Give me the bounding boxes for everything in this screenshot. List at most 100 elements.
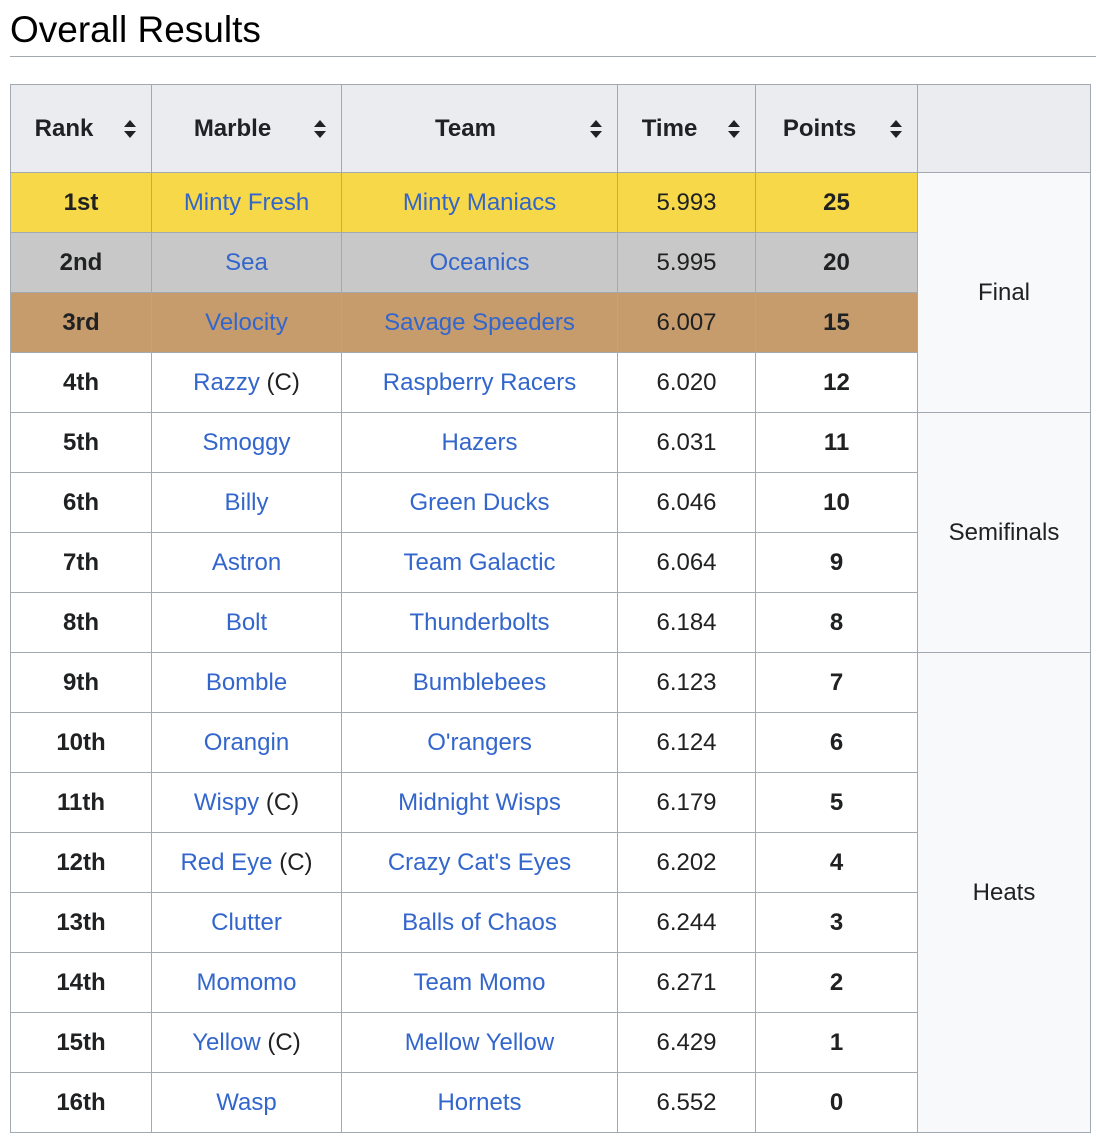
table-row: 16th Wasp Hornets 6.552 0 [10,1072,1091,1133]
time-cell: 6.271 [617,952,756,1013]
marble-cell: Bomble [151,652,342,713]
time-cell: 6.179 [617,772,756,833]
points-cell: 25 [755,172,918,233]
team-cell: Mellow Yellow [341,1012,618,1073]
team-cell: Raspberry Racers [341,352,618,413]
team-link[interactable]: Balls of Chaos [402,908,557,936]
time-cell: 6.123 [617,652,756,713]
marble-link[interactable]: Bomble [205,668,288,696]
sort-both-icon[interactable] [123,119,137,139]
team-cell: Crazy Cat's Eyes [341,832,618,893]
time-column-header[interactable]: Time [617,84,756,173]
points-cell: 10 [755,472,918,533]
marble-link[interactable]: Sea [225,248,268,276]
time-cell: 6.429 [617,1012,756,1073]
marble-link[interactable]: Momomo [196,968,297,996]
points-header-label: Points [782,114,857,142]
time-cell: 5.993 [617,172,756,233]
time-cell: 6.244 [617,892,756,953]
sort-both-icon[interactable] [727,119,741,139]
table-row: 2nd Sea Oceanics 5.995 20 [10,232,1091,293]
table-row: 13th Clutter Balls of Chaos 6.244 3 [10,892,1091,953]
marble-link[interactable]: Orangin [203,728,290,756]
rank-cell: 15th [10,1012,152,1073]
team-link[interactable]: O'rangers [427,728,532,756]
team-link[interactable]: Savage Speeders [384,308,575,336]
team-link[interactable]: Bumblebees [412,668,547,696]
team-cell: Minty Maniacs [341,172,618,233]
points-cell: 3 [755,892,918,953]
table-row: 4th Razzy (C) Raspberry Racers 6.020 12 [10,352,1091,413]
rank-cell: 6th [10,472,152,533]
team-cell: Midnight Wisps [341,772,618,833]
marble-cell: Razzy (C) [151,352,342,413]
rank-column-header[interactable]: Rank [10,84,152,173]
marble-column-header[interactable]: Marble [151,84,342,173]
time-cell: 6.046 [617,472,756,533]
results-table: Rank Marble Team Time Points 1st Minty Fr… [10,84,1091,1133]
marble-link[interactable]: Yellow [192,1028,261,1056]
table-row: 14th Momomo Team Momo 6.271 2 [10,952,1091,1013]
rank-cell: 12th [10,832,152,893]
rank-cell: 4th [10,352,152,413]
team-link[interactable]: Mellow Yellow [404,1028,555,1056]
marble-link[interactable]: Razzy [193,368,260,396]
marble-link[interactable]: Velocity [205,308,288,336]
team-cell: Thunderbolts [341,592,618,653]
points-column-header[interactable]: Points [755,84,918,173]
team-cell: Balls of Chaos [341,892,618,953]
team-link[interactable]: Raspberry Racers [382,368,577,396]
team-link[interactable]: Thunderbolts [409,608,550,636]
rank-cell: 16th [10,1072,152,1133]
rank-cell: 9th [10,652,152,713]
team-cell: Bumblebees [341,652,618,713]
marble-link[interactable]: Bolt [225,608,268,636]
sort-both-icon[interactable] [589,119,603,139]
marble-link[interactable]: Red Eye [180,848,273,876]
team-cell: Hazers [341,412,618,473]
rank-cell: 3rd [10,292,152,353]
team-link[interactable]: Minty Maniacs [402,188,557,216]
results-table-body: 1st Minty Fresh Minty Maniacs 5.993 25 Final 2… [10,172,1091,1133]
time-cell: 6.007 [617,292,756,353]
marble-link[interactable]: Minty Fresh [183,188,310,216]
time-cell: 6.202 [617,832,756,893]
team-link[interactable]: Team Momo [413,968,546,996]
stage-label-cell: Semifinals [917,412,1091,653]
marble-link[interactable]: Astron [211,548,282,576]
table-row: 9th Bomble Bumblebees 6.123 7 Heats [10,652,1091,1133]
team-link[interactable]: Crazy Cat's Eyes [387,848,572,876]
points-cell: 7 [755,652,918,713]
captain-marker: (C) [279,848,313,876]
points-cell: 9 [755,532,918,593]
marble-link[interactable]: Clutter [211,908,282,936]
marble-link[interactable]: Wispy [193,788,260,816]
rank-header-label: Rank [34,114,94,142]
table-row: 3rd Velocity Savage Speeders 6.007 15 [10,292,1091,353]
rank-cell: 10th [10,712,152,773]
team-link[interactable]: Oceanics [429,248,530,276]
table-row: 10th Orangin O'rangers 6.124 6 [10,712,1091,773]
table-row: 12th Red Eye (C) Crazy Cat's Eyes 6.202 4 [10,832,1091,893]
rank-cell: 13th [10,892,152,953]
team-link[interactable]: Team Galactic [403,548,556,576]
team-link[interactable]: Hornets [437,1088,522,1116]
marble-cell: Astron [151,532,342,593]
sort-both-icon[interactable] [313,119,327,139]
table-row: 8th Bolt Thunderbolts 6.184 8 [10,592,1091,653]
marble-link[interactable]: Wasp [216,1088,277,1116]
team-link[interactable]: Midnight Wisps [398,788,561,816]
points-cell: 4 [755,832,918,893]
marble-link[interactable]: Smoggy [202,428,291,456]
sort-both-icon[interactable] [889,119,903,139]
marble-cell: Momomo [151,952,342,1013]
team-link[interactable]: Hazers [441,428,518,456]
marble-cell: Yellow (C) [151,1012,342,1073]
points-cell: 2 [755,952,918,1013]
team-header-label: Team [435,114,496,142]
points-cell: 20 [755,232,918,293]
marble-link[interactable]: Billy [224,488,269,516]
team-column-header[interactable]: Team [341,84,618,173]
team-link[interactable]: Green Ducks [409,488,550,516]
page-title: Overall Results [10,9,261,50]
